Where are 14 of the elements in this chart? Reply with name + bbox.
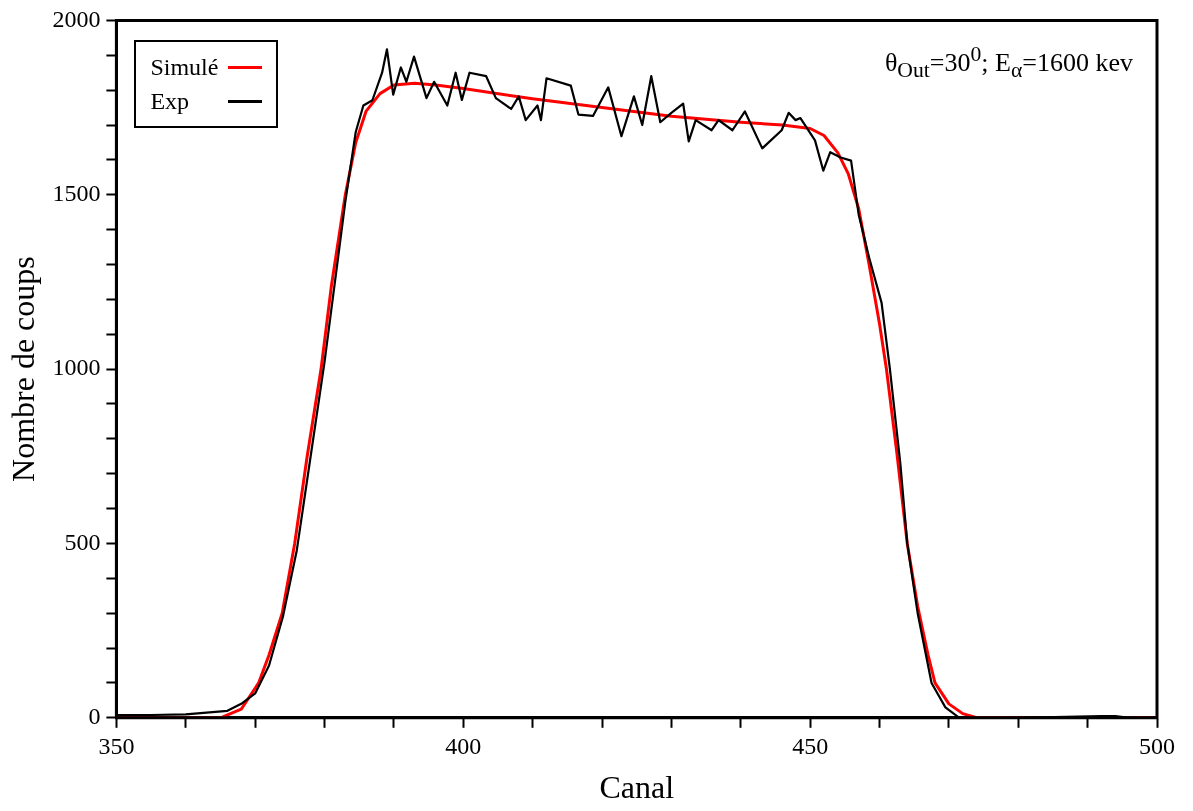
y-tick-label: 0 [88,703,101,730]
legend-label: Exp [150,87,191,117]
y-tick-label: 1000 [52,354,101,381]
y-tick-label: 2000 [52,5,101,32]
y-axis-title: Nombre de coups [4,256,41,482]
annotation: θ$_{Out}$=30$^{0}$; E$_{α}$=1600 kev [884,42,1133,84]
legend-label: Simulé [150,53,220,83]
x-tick-label: 450 [792,733,829,760]
x-tick-label: 350 [98,733,135,760]
x-axis-title: Canal [599,769,675,806]
y-tick-label: 1500 [52,180,101,207]
x-tick-label: 400 [445,733,482,760]
y-tick-label: 500 [64,528,101,555]
x-tick-label: 500 [1139,733,1175,760]
